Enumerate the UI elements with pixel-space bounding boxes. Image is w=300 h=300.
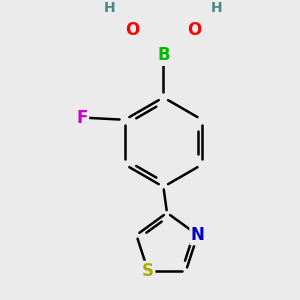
- Text: N: N: [191, 226, 205, 244]
- Text: O: O: [188, 21, 202, 39]
- Text: O: O: [125, 21, 139, 39]
- Text: H: H: [211, 1, 223, 15]
- Text: S: S: [142, 262, 154, 280]
- Text: F: F: [76, 109, 88, 127]
- Text: H: H: [104, 1, 116, 15]
- Text: B: B: [157, 46, 170, 64]
